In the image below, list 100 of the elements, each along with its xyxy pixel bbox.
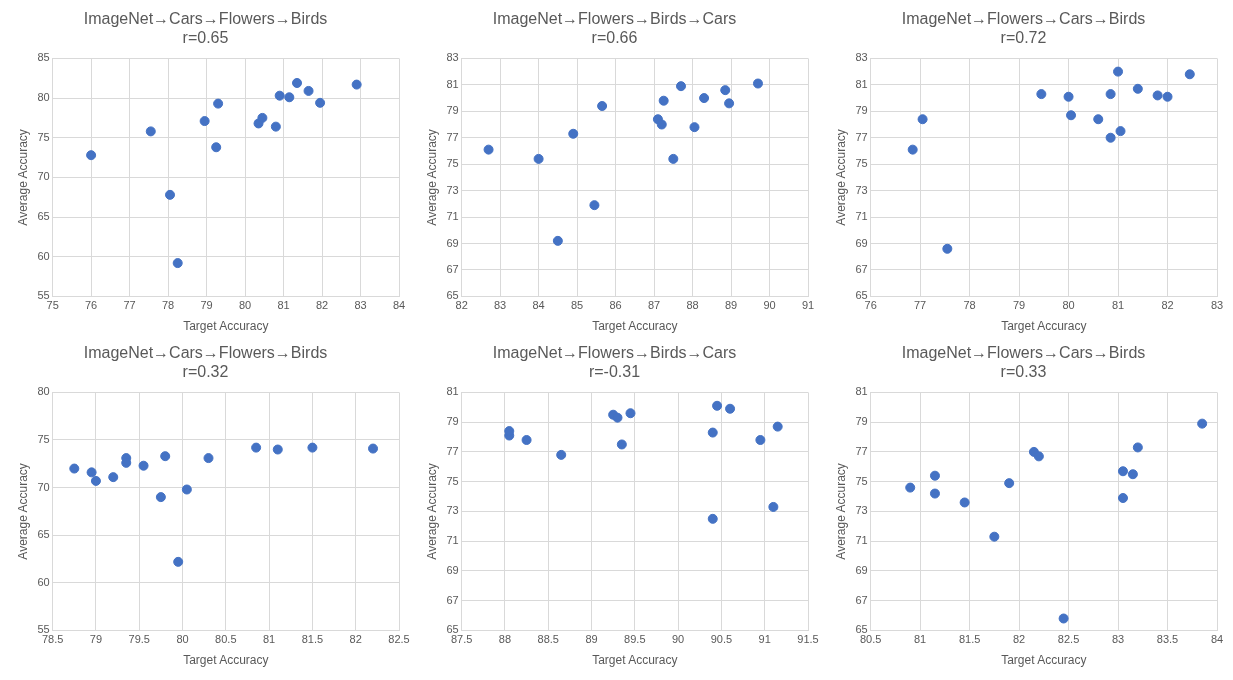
point: [274, 90, 285, 101]
x-tick-label: 82: [455, 299, 468, 312]
point: [90, 475, 101, 486]
y-tick-label: 79: [855, 415, 868, 428]
x-tick-label: 91.5: [797, 633, 819, 646]
point: [1036, 89, 1047, 100]
point: [676, 81, 686, 92]
point: [616, 439, 627, 450]
point: [929, 470, 940, 481]
y-tick-label: 73: [446, 504, 459, 517]
y-tick-label: 60: [37, 575, 50, 588]
point: [1058, 613, 1069, 624]
y-axis-title: Average Accuracy: [833, 463, 848, 560]
point: [720, 85, 731, 96]
y-tick-label: 83: [446, 51, 459, 64]
y-tick-label: 75: [855, 474, 868, 487]
chart-title: ImageNet→Flowers→Cars→Birds: [901, 344, 1146, 362]
x-tick-label: 79: [1012, 299, 1026, 312]
y-tick-label: 55: [37, 623, 50, 636]
y-tick-label: 65: [855, 623, 868, 636]
y-tick-label: 77: [446, 444, 459, 457]
x-axis-title: Target Accuracy: [183, 319, 269, 334]
y-tick-label: 80: [37, 91, 50, 104]
x-tick-label: 81: [277, 299, 290, 312]
point: [1004, 478, 1015, 489]
point: [656, 119, 667, 130]
y-axis-title: Average Accuracy: [15, 463, 30, 560]
point: [145, 126, 156, 137]
point: [315, 97, 326, 108]
point: [69, 463, 80, 474]
x-tick-label: 78: [161, 299, 175, 312]
point: [942, 243, 953, 254]
x-tick-label: 89: [724, 299, 738, 312]
y-axis-title: Average Accuracy: [424, 463, 439, 560]
y-tick-label: 81: [855, 385, 868, 398]
x-tick-label: 82.5: [388, 633, 410, 646]
point: [211, 142, 222, 153]
point: [165, 189, 176, 200]
x-tick-label: 78.5: [41, 633, 64, 646]
point: [625, 408, 636, 419]
y-tick-label: 60: [37, 249, 50, 262]
y-tick-label: 77: [855, 130, 868, 143]
y-tick-label: 67: [855, 262, 868, 275]
x-axis-title: Target Accuracy: [592, 653, 678, 668]
x-tick-label: 82.5: [1057, 633, 1080, 646]
point: [689, 122, 700, 133]
chart-title: ImageNet→Flowers→Birds→Cars: [492, 344, 737, 362]
y-tick-label: 77: [446, 130, 459, 143]
x-tick-label: 79: [200, 299, 213, 312]
y-tick-label: 71: [446, 210, 459, 223]
y-tick-label: 71: [855, 534, 868, 547]
x-tick-label: 88: [686, 299, 699, 312]
x-tick-label: 88: [498, 633, 512, 646]
x-tick-label: 87: [647, 299, 661, 312]
point: [725, 403, 736, 414]
point: [612, 412, 623, 423]
point: [907, 144, 918, 155]
y-tick-label: 69: [855, 236, 868, 249]
point: [1197, 418, 1208, 429]
point: [1093, 114, 1104, 125]
point: [483, 144, 494, 155]
y-tick-label: 67: [446, 593, 459, 606]
x-tick-label: 81: [262, 633, 276, 646]
y-tick-label: 65: [446, 623, 459, 636]
chart-title: ImageNet→Cars→Flowers→Birds: [83, 344, 328, 362]
y-tick-label: 75: [37, 433, 50, 446]
point: [668, 153, 679, 164]
x-tick-label: 90.5: [710, 633, 733, 646]
point: [556, 449, 567, 460]
point: [181, 484, 192, 495]
point: [699, 93, 710, 104]
point: [989, 531, 1000, 542]
point: [568, 128, 579, 139]
x-tick-label: 84: [532, 299, 545, 312]
y-tick-label: 81: [446, 385, 459, 398]
chart-subtitle: r=0.72: [1000, 29, 1047, 47]
point: [905, 482, 916, 493]
x-tick-label: 87.5: [450, 633, 473, 646]
chart-title: ImageNet→Flowers→Cars→Birds: [901, 10, 1146, 28]
x-tick-label: 82: [1012, 633, 1026, 646]
x-tick-label: 75: [46, 299, 59, 312]
chart-subtitle: r=0.33: [1000, 363, 1047, 381]
y-tick-label: 65: [855, 289, 868, 302]
y-tick-label: 75: [855, 157, 868, 170]
point: [552, 235, 563, 246]
point: [724, 98, 735, 109]
point: [589, 200, 600, 211]
x-tick-label: 81: [913, 633, 927, 646]
point: [521, 435, 532, 445]
y-tick-label: 65: [37, 528, 50, 541]
x-axis-title: Target Accuracy: [183, 653, 269, 668]
x-tick-label: 76: [85, 299, 98, 312]
point: [1066, 110, 1077, 121]
x-tick-label: 82: [1161, 299, 1174, 312]
point: [270, 121, 281, 132]
y-tick-label: 80: [37, 385, 50, 398]
x-tick-label: 84: [1210, 633, 1224, 646]
point: [307, 442, 318, 453]
x-tick-label: 80: [176, 633, 189, 646]
chart-title: ImageNet→Flowers→Birds→Cars: [492, 10, 737, 28]
